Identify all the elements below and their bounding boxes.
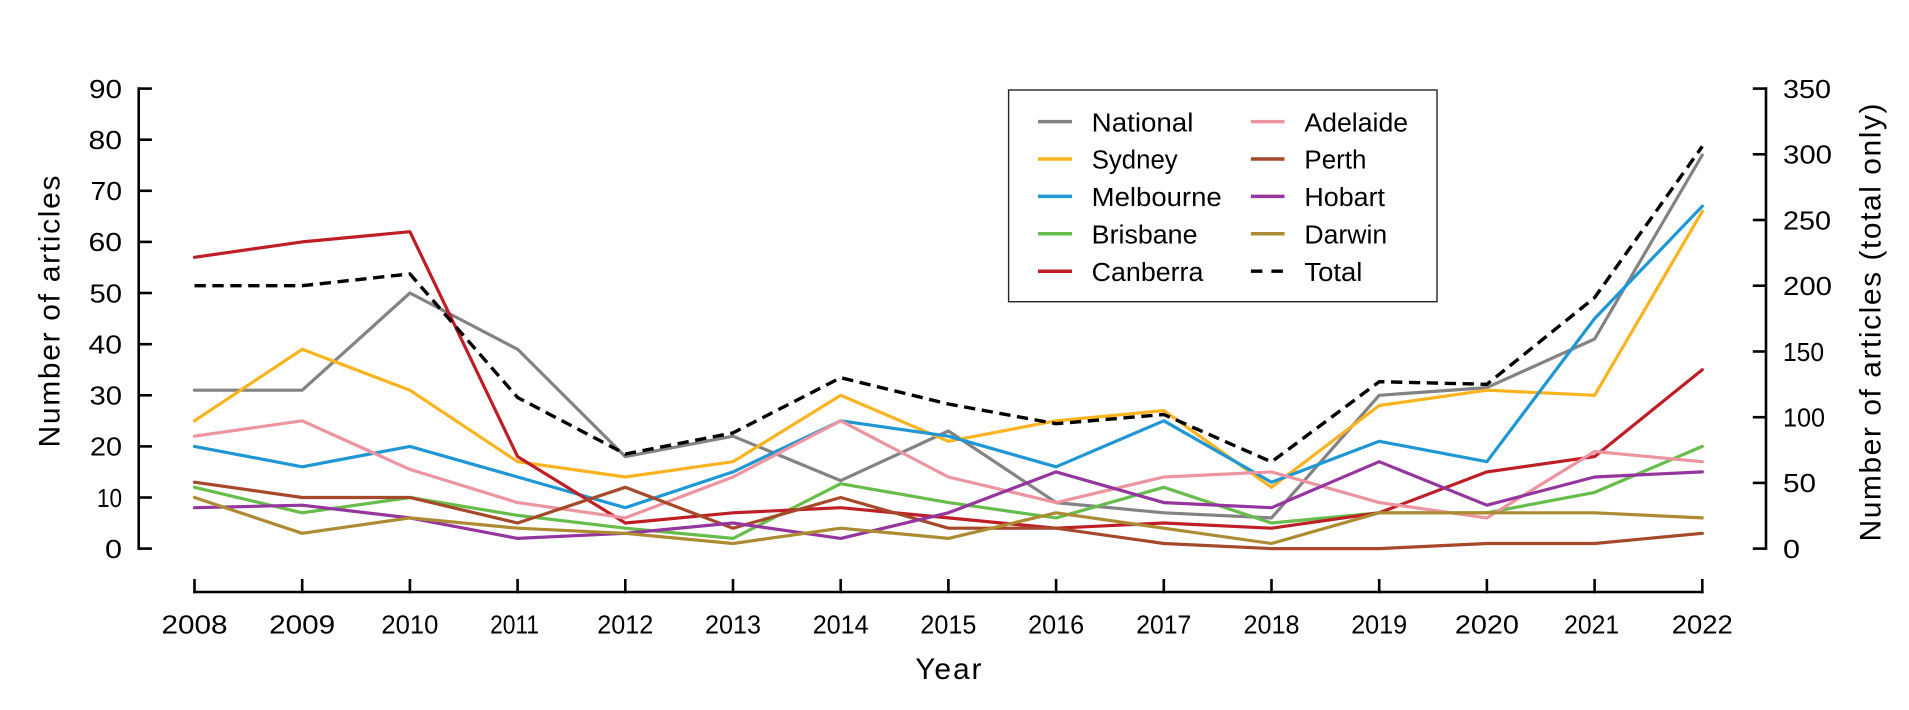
svg-text:0: 0 xyxy=(105,536,122,564)
svg-text:2012: 2012 xyxy=(597,612,653,640)
svg-text:Year: Year xyxy=(915,653,981,686)
svg-text:50: 50 xyxy=(1783,470,1816,498)
svg-text:Sydney: Sydney xyxy=(1092,145,1179,175)
svg-text:150: 150 xyxy=(1783,339,1824,367)
svg-text:2010: 2010 xyxy=(381,612,438,640)
svg-text:Hobart: Hobart xyxy=(1304,182,1385,212)
svg-text:90: 90 xyxy=(89,76,122,104)
svg-text:50: 50 xyxy=(90,280,123,308)
svg-text:Number of articles (total only: Number of articles (total only) xyxy=(1855,104,1888,542)
svg-text:80: 80 xyxy=(89,127,123,155)
svg-text:2017: 2017 xyxy=(1136,612,1191,640)
svg-text:2016: 2016 xyxy=(1028,612,1084,640)
svg-text:Brisbane: Brisbane xyxy=(1092,220,1198,250)
svg-text:2008: 2008 xyxy=(162,612,228,640)
svg-text:Adelaide: Adelaide xyxy=(1304,107,1408,137)
svg-text:2011: 2011 xyxy=(490,612,539,640)
svg-text:Melbourne: Melbourne xyxy=(1092,182,1222,212)
svg-text:70: 70 xyxy=(91,178,123,206)
svg-text:40: 40 xyxy=(89,332,123,360)
svg-text:30: 30 xyxy=(90,383,123,411)
svg-text:National: National xyxy=(1092,107,1194,137)
svg-text:2015: 2015 xyxy=(920,612,976,640)
svg-text:Perth: Perth xyxy=(1304,145,1366,175)
svg-text:300: 300 xyxy=(1783,142,1832,170)
svg-text:2021: 2021 xyxy=(1564,612,1619,640)
svg-text:2009: 2009 xyxy=(269,612,335,640)
svg-text:Canberra: Canberra xyxy=(1092,257,1204,287)
svg-text:2013: 2013 xyxy=(705,612,761,640)
svg-text:100: 100 xyxy=(1783,405,1825,433)
svg-text:10: 10 xyxy=(97,485,122,513)
svg-text:2022: 2022 xyxy=(1672,612,1733,640)
svg-text:2018: 2018 xyxy=(1244,612,1300,640)
svg-text:2019: 2019 xyxy=(1351,612,1407,640)
svg-text:0: 0 xyxy=(1783,536,1800,564)
svg-text:2014: 2014 xyxy=(813,612,869,640)
svg-text:250: 250 xyxy=(1783,207,1831,235)
svg-text:Darwin: Darwin xyxy=(1304,220,1387,250)
svg-text:60: 60 xyxy=(89,229,123,257)
svg-text:350: 350 xyxy=(1783,76,1831,104)
svg-text:Number of articles: Number of articles xyxy=(34,176,67,448)
svg-text:Total: Total xyxy=(1304,257,1362,287)
svg-text:2020: 2020 xyxy=(1455,612,1519,640)
svg-text:200: 200 xyxy=(1783,273,1832,301)
svg-text:20: 20 xyxy=(90,434,122,462)
